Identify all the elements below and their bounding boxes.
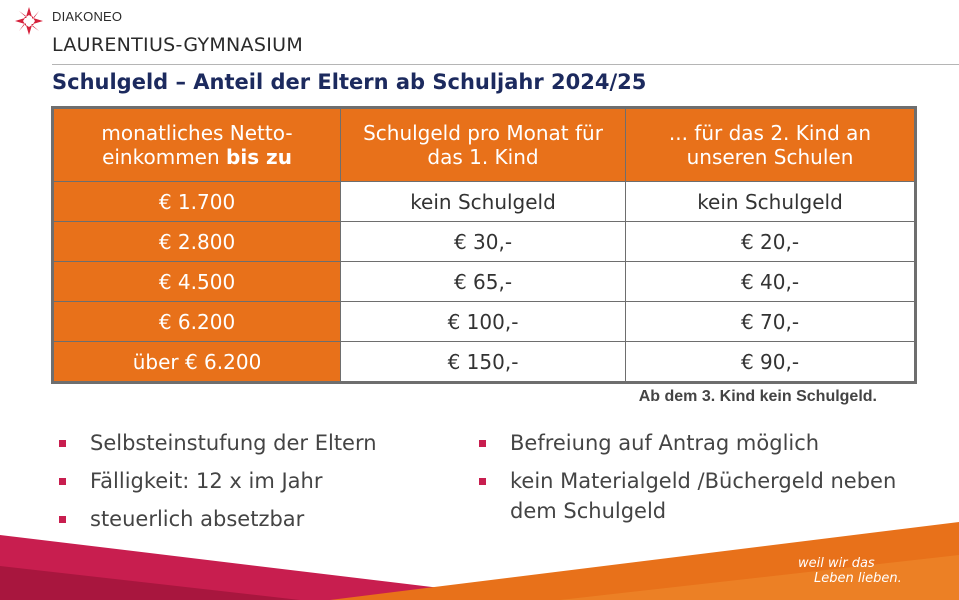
list-item: Selbsteinstufung der Eltern — [52, 428, 452, 458]
header-income-bold: bis zu — [226, 145, 292, 169]
first-child-cell: kein Schulgeld — [340, 181, 626, 222]
second-child-cell: € 40,- — [625, 261, 915, 302]
header-income-line1: monatliches Netto- — [101, 121, 293, 145]
first-child-cell: € 150,- — [340, 341, 626, 382]
list-item: Fälligkeit: 12 x im Jahr — [52, 466, 452, 496]
second-child-cell: € 20,- — [625, 221, 915, 262]
header-income: monatliches Netto- einkommen bis zu — [53, 108, 341, 182]
header-income-line2: einkommen — [102, 145, 227, 169]
income-cell: über € 6.200 — [53, 341, 341, 382]
list-item-text: Befreiung auf Antrag möglich — [510, 431, 820, 455]
income-cell: € 4.500 — [53, 261, 341, 302]
second-child-cell: € 70,- — [625, 301, 915, 342]
list-item-text: steuerlich absetzbar — [90, 507, 305, 531]
header-second-child: ... für das 2. Kind an unseren Schulen — [625, 108, 915, 182]
list-item: steuerlich absetzbar — [52, 504, 452, 534]
slogan-line1: weil wir das — [798, 556, 875, 571]
right-bullet-list: Befreiung auf Antrag möglich kein Materi… — [472, 428, 912, 534]
slogan: weil wir das Leben lieben. — [798, 556, 902, 586]
bullet-icon — [59, 440, 66, 447]
header-first-child: Schulgeld pro Monat für das 1. Kind — [340, 108, 626, 182]
bullet-icon — [59, 516, 66, 523]
income-cell: € 2.800 — [53, 221, 341, 262]
list-item-text: Fälligkeit: 12 x im Jahr — [90, 469, 323, 493]
school-name: LAURENTIUS-GYMNASIUM — [52, 34, 304, 56]
table-row: € 2.800 € 30,- € 20,- — [53, 221, 915, 262]
slogan-line2: Leben lieben. — [814, 571, 902, 586]
first-child-cell: € 100,- — [340, 301, 626, 342]
first-child-cell: € 30,- — [340, 221, 626, 262]
second-child-cell: € 90,- — [625, 341, 915, 382]
diakoneo-logo-icon — [15, 7, 43, 35]
table-row: über € 6.200 € 150,- € 90,- — [53, 341, 915, 382]
table-row: € 6.200 € 100,- € 70,- — [53, 301, 915, 342]
page-title: Schulgeld – Anteil der Eltern ab Schulja… — [52, 70, 647, 94]
table-row: € 4.500 € 65,- € 40,- — [53, 261, 915, 302]
bullet-icon — [59, 478, 66, 485]
fee-table: monatliches Netto- einkommen bis zu Schu… — [51, 106, 917, 384]
list-item-text: Selbsteinstufung der Eltern — [90, 431, 377, 455]
left-bullet-list: Selbsteinstufung der Eltern Fälligkeit: … — [52, 428, 452, 542]
second-child-cell: kein Schulgeld — [625, 181, 915, 222]
list-item: kein Materialgeld /Büchergeld neben dem … — [472, 466, 912, 526]
brand-name: DIAKONEO — [52, 9, 123, 24]
bullet-icon — [479, 440, 486, 447]
bullet-icon — [479, 478, 486, 485]
list-item-text: kein Materialgeld /Büchergeld neben dem … — [510, 469, 897, 523]
header-divider — [52, 64, 959, 65]
third-child-note: Ab dem 3. Kind kein Schulgeld. — [638, 388, 877, 405]
fee-table-header-row: monatliches Netto- einkommen bis zu Schu… — [53, 108, 915, 182]
list-item: Befreiung auf Antrag möglich — [472, 428, 912, 458]
table-row: € 1.700 kein Schulgeld kein Schulgeld — [53, 181, 915, 222]
first-child-cell: € 65,- — [340, 261, 626, 302]
income-cell: € 1.700 — [53, 181, 341, 222]
income-cell: € 6.200 — [53, 301, 341, 342]
